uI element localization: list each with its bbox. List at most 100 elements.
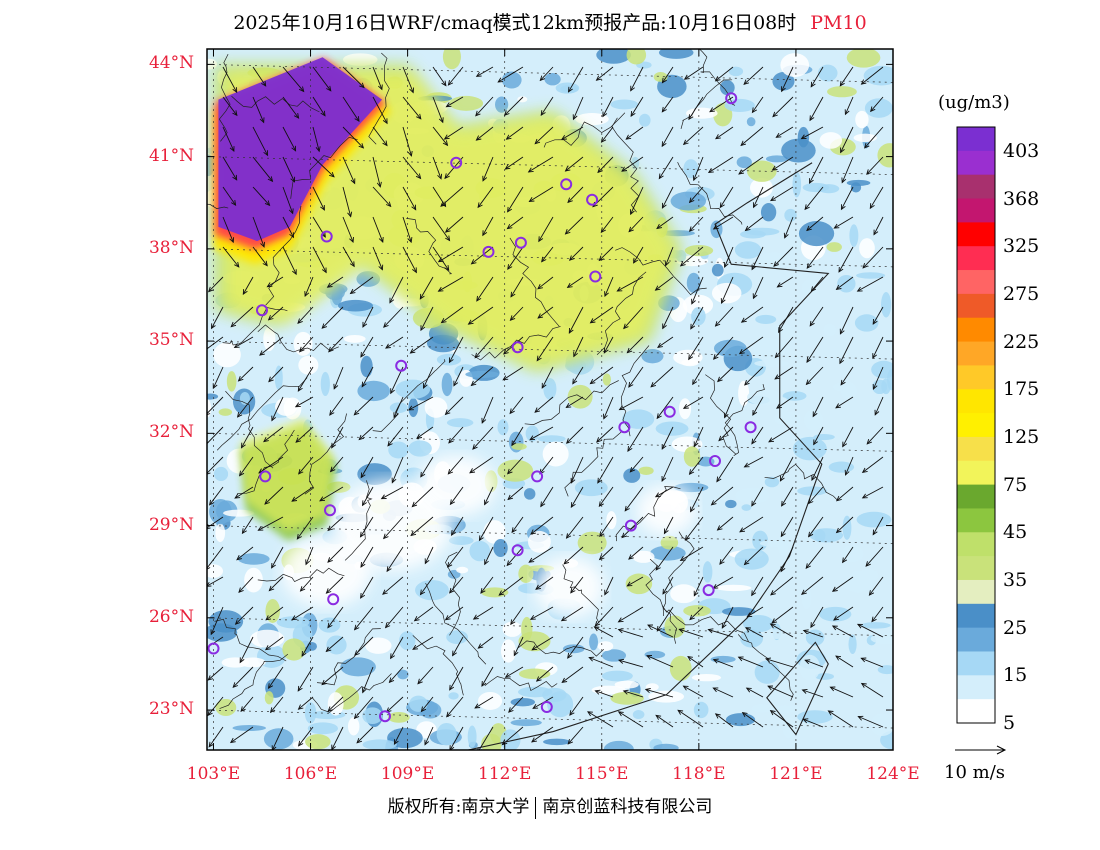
wind-arrow-head <box>744 380 750 386</box>
wind-arrow-shaft <box>222 96 238 116</box>
wind-arrow-head <box>833 615 839 621</box>
wind-arrow-head <box>450 530 457 536</box>
wind-arrow-shaft <box>448 66 464 86</box>
wind-arrow-shaft <box>661 126 674 147</box>
wind-arrow-shaft <box>621 156 644 172</box>
latitude-label: 26°N <box>148 606 194 627</box>
wind-arrow-shaft <box>539 66 554 81</box>
wind-arrow-head <box>353 713 360 720</box>
wind-arrow-shaft <box>296 516 314 540</box>
wind-arrow-head <box>535 676 542 682</box>
wind-arrow-shaft <box>633 246 644 264</box>
clean-air-area <box>281 536 372 607</box>
wind-arrow-head <box>503 110 510 116</box>
field-patch <box>758 252 791 270</box>
wind-arrow-shaft <box>445 606 464 621</box>
wind-arrow-head <box>411 501 418 508</box>
wind-arrow-head <box>737 656 744 662</box>
wind-arrow-head <box>511 440 517 447</box>
wind-arrow-head <box>689 614 695 621</box>
colorbar-swatch <box>957 150 995 176</box>
wind-arrow-head <box>376 181 382 188</box>
wind-arrow-head <box>740 317 747 323</box>
wind-arrow-shaft <box>540 96 554 116</box>
wind-arrow-head <box>624 505 630 512</box>
wind-arrow-shaft <box>510 606 524 625</box>
wind-arrow-head <box>835 495 842 502</box>
wind-arrow-shaft <box>342 186 352 217</box>
wind-arrow-head <box>297 385 303 392</box>
wind-arrow-shaft <box>715 126 734 140</box>
field-patch <box>856 272 886 279</box>
wind-arrow-head <box>541 256 547 263</box>
field-patch <box>307 641 317 651</box>
wind-arrow-shaft <box>752 276 764 299</box>
wind-arrow-shaft <box>624 486 644 512</box>
wind-arrow-head <box>359 82 365 89</box>
wind-arrow-shaft <box>472 426 494 450</box>
field-patch <box>547 691 574 718</box>
wind-arrow-shaft <box>650 366 674 388</box>
field-patch <box>614 680 639 689</box>
wind-arrow-head <box>532 704 539 709</box>
wind-arrow-head <box>775 132 782 138</box>
field-patch <box>469 540 491 562</box>
wind-arrow-shaft <box>445 216 464 233</box>
wind-arrow-shaft <box>563 546 584 565</box>
field-patch <box>510 697 536 707</box>
wind-arrow-head <box>679 261 686 267</box>
field-patch <box>575 113 609 126</box>
colorbar-label: 403 <box>1003 139 1040 162</box>
wind-arrow-head <box>804 204 810 211</box>
wind-arrow-head <box>718 435 724 442</box>
border-segment <box>237 429 295 494</box>
wind-arrow-head <box>437 173 443 180</box>
wind-arrow-head <box>714 76 721 82</box>
wind-arrow-shaft <box>869 576 884 596</box>
wind-arrow-shaft <box>684 66 704 80</box>
wind-arrow-shaft <box>717 516 734 531</box>
wind-arrow-shaft <box>252 126 268 156</box>
clean-air-area <box>416 455 497 516</box>
wind-arrow-head <box>467 319 474 325</box>
wind-arrow-head <box>349 236 354 243</box>
wind-arrow-shaft <box>252 156 273 182</box>
wind-arrow-head <box>567 86 573 93</box>
wind-arrow-head <box>570 502 576 508</box>
wind-arrow-shaft <box>326 636 344 652</box>
wind-arrow-head <box>618 405 625 411</box>
wind-arrow-shaft <box>866 156 884 175</box>
wind-arrow-head <box>420 325 426 332</box>
wind-arrow-shaft <box>362 486 374 506</box>
latitude-label: 41°N <box>148 145 194 166</box>
wind-arrow-head <box>383 322 389 328</box>
wind-arrow-head <box>621 532 628 539</box>
colorbar-frame <box>956 126 996 724</box>
field-patch <box>798 221 835 247</box>
wind-arrow-head <box>860 682 867 688</box>
wind-arrow-shaft <box>271 396 284 421</box>
wind-arrow-shaft <box>597 456 614 484</box>
field-patch <box>574 479 608 497</box>
wind-arrow-head <box>661 475 667 482</box>
border-segment <box>620 345 650 437</box>
wind-arrow-head <box>809 178 814 185</box>
field-patch <box>456 566 469 574</box>
colorbar-swatch <box>957 436 995 462</box>
field-patch <box>734 487 770 504</box>
wind-arrow-head <box>290 176 296 183</box>
wind-arrow-shaft <box>534 126 554 145</box>
monitoring-site-marker <box>482 245 495 258</box>
border-segment <box>216 377 308 451</box>
wind-arrow-shaft <box>497 66 524 83</box>
wind-arrow-head <box>769 623 776 629</box>
colorbar-swatch <box>957 270 995 295</box>
wind-arrow-shaft <box>402 126 412 157</box>
field-patch <box>305 734 331 750</box>
wind-arrow-head <box>678 628 685 634</box>
wind-arrow-shaft <box>382 576 404 595</box>
wind-arrow-head <box>871 616 877 623</box>
wind-arrow-head <box>385 201 392 208</box>
wind-arrow-head <box>841 177 847 184</box>
wind-arrow-shaft <box>629 456 644 473</box>
